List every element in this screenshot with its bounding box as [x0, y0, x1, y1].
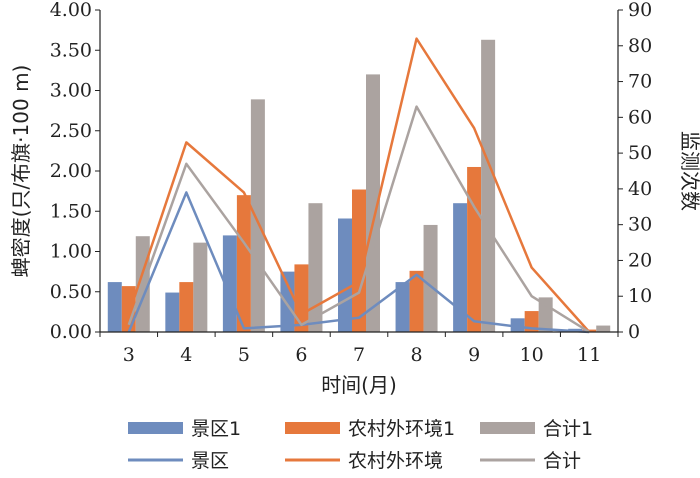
legend: 景区1 农村外环境1 合计1 景区 农村外环境 合计 — [128, 418, 593, 472]
bar-景区1-8 — [395, 282, 410, 332]
legend-label-景区1: 景区1 — [191, 418, 241, 440]
x-tick-label: 8 — [411, 344, 423, 366]
y-tick-label-right: 10 — [628, 285, 652, 307]
line-农村外环境 — [127, 37, 591, 333]
y-tick-label-right: 80 — [628, 35, 652, 57]
x-tick-label: 7 — [353, 344, 365, 366]
y-tick-label-left: 3.50 — [50, 39, 92, 61]
bar-农村外环境1-5 — [236, 195, 251, 332]
y-tick-label-right: 90 — [628, 0, 652, 21]
y-tick-label-left: 1.50 — [50, 200, 92, 222]
x-tick-label: 5 — [238, 344, 250, 366]
y-tick-label-left: 3.00 — [50, 80, 92, 102]
y-tick-label-right: 60 — [628, 106, 652, 128]
x-tick-label: 3 — [123, 344, 135, 366]
y-tick-label-right: 70 — [628, 71, 652, 93]
bar-合计1-4 — [193, 242, 208, 332]
bar-景区1-5 — [222, 235, 237, 332]
line-合计 — [127, 105, 590, 334]
y-tick-label-right: 30 — [628, 214, 652, 236]
y-tick-label-right: 50 — [628, 142, 652, 164]
legend-swatch-景区1 — [128, 422, 183, 434]
bar-合计1-11 — [596, 325, 611, 332]
x-tick-label: 11 — [577, 344, 601, 366]
bar-景区1-7 — [338, 218, 352, 332]
legend-label-农村外环境1: 农村外环境1 — [348, 418, 455, 440]
bar-农村外环境1-4 — [179, 282, 194, 332]
bar-合计1-8 — [423, 224, 438, 332]
y-tick-label-left: 2.00 — [50, 160, 92, 182]
bar-景区1-9 — [453, 203, 468, 332]
bars-layer — [107, 39, 611, 333]
legend-label-合计1: 合计1 — [543, 418, 593, 440]
y-tick-label-left: 0.50 — [50, 281, 92, 303]
y-tick-label-right: 20 — [628, 249, 652, 271]
y-tick-label-left: 4.00 — [50, 0, 92, 21]
bar-农村外环境1-8 — [409, 270, 424, 332]
bar-农村外环境1-9 — [467, 166, 482, 332]
y-tick-label-right: 40 — [628, 178, 652, 200]
bar-合计1-5 — [250, 99, 265, 332]
bar-合计1-9 — [481, 39, 496, 332]
x-tick-label: 10 — [520, 344, 544, 366]
ticks-layer: 0.00 0.50 1.00 1.50 2.00 2.50 3.00 3.50 4.00 0 10 2… — [50, 0, 653, 366]
x-tick-label: 4 — [180, 344, 192, 366]
legend-label-农村外环境: 农村外环境 — [348, 450, 443, 472]
legend-label-合计: 合计 — [543, 450, 581, 472]
line-景区 — [127, 191, 590, 334]
bar-景区1-4 — [165, 292, 180, 332]
bar-合计1-6 — [308, 203, 323, 332]
x-tick-label: 6 — [295, 344, 307, 366]
y-axis-title-left: 蜱密度(只/布旗·100 m) — [9, 65, 33, 278]
legend-swatch-合计1 — [480, 422, 535, 434]
bar-合计1-7 — [366, 74, 380, 333]
y-axis-title-right: 监测次数 — [678, 131, 700, 211]
x-axis-title: 时间(月) — [321, 373, 397, 397]
legend-label-景区: 景区 — [191, 450, 229, 472]
bar-农村外环境1-7 — [352, 189, 366, 332]
legend-swatch-农村外环境1 — [285, 422, 340, 434]
y-tick-label-left: 0.00 — [50, 321, 92, 343]
y-tick-label-right: 0 — [628, 321, 640, 343]
bar-农村外环境1-6 — [294, 264, 309, 332]
lines-layer — [127, 37, 591, 334]
y-tick-label-left: 2.50 — [50, 120, 92, 142]
y-tick-label-left: 1.00 — [50, 241, 92, 263]
x-tick-label: 9 — [468, 344, 480, 366]
bar-景区1-10 — [510, 318, 525, 332]
bar-景区1-3 — [107, 282, 122, 332]
bar-景区1-6 — [280, 271, 295, 332]
